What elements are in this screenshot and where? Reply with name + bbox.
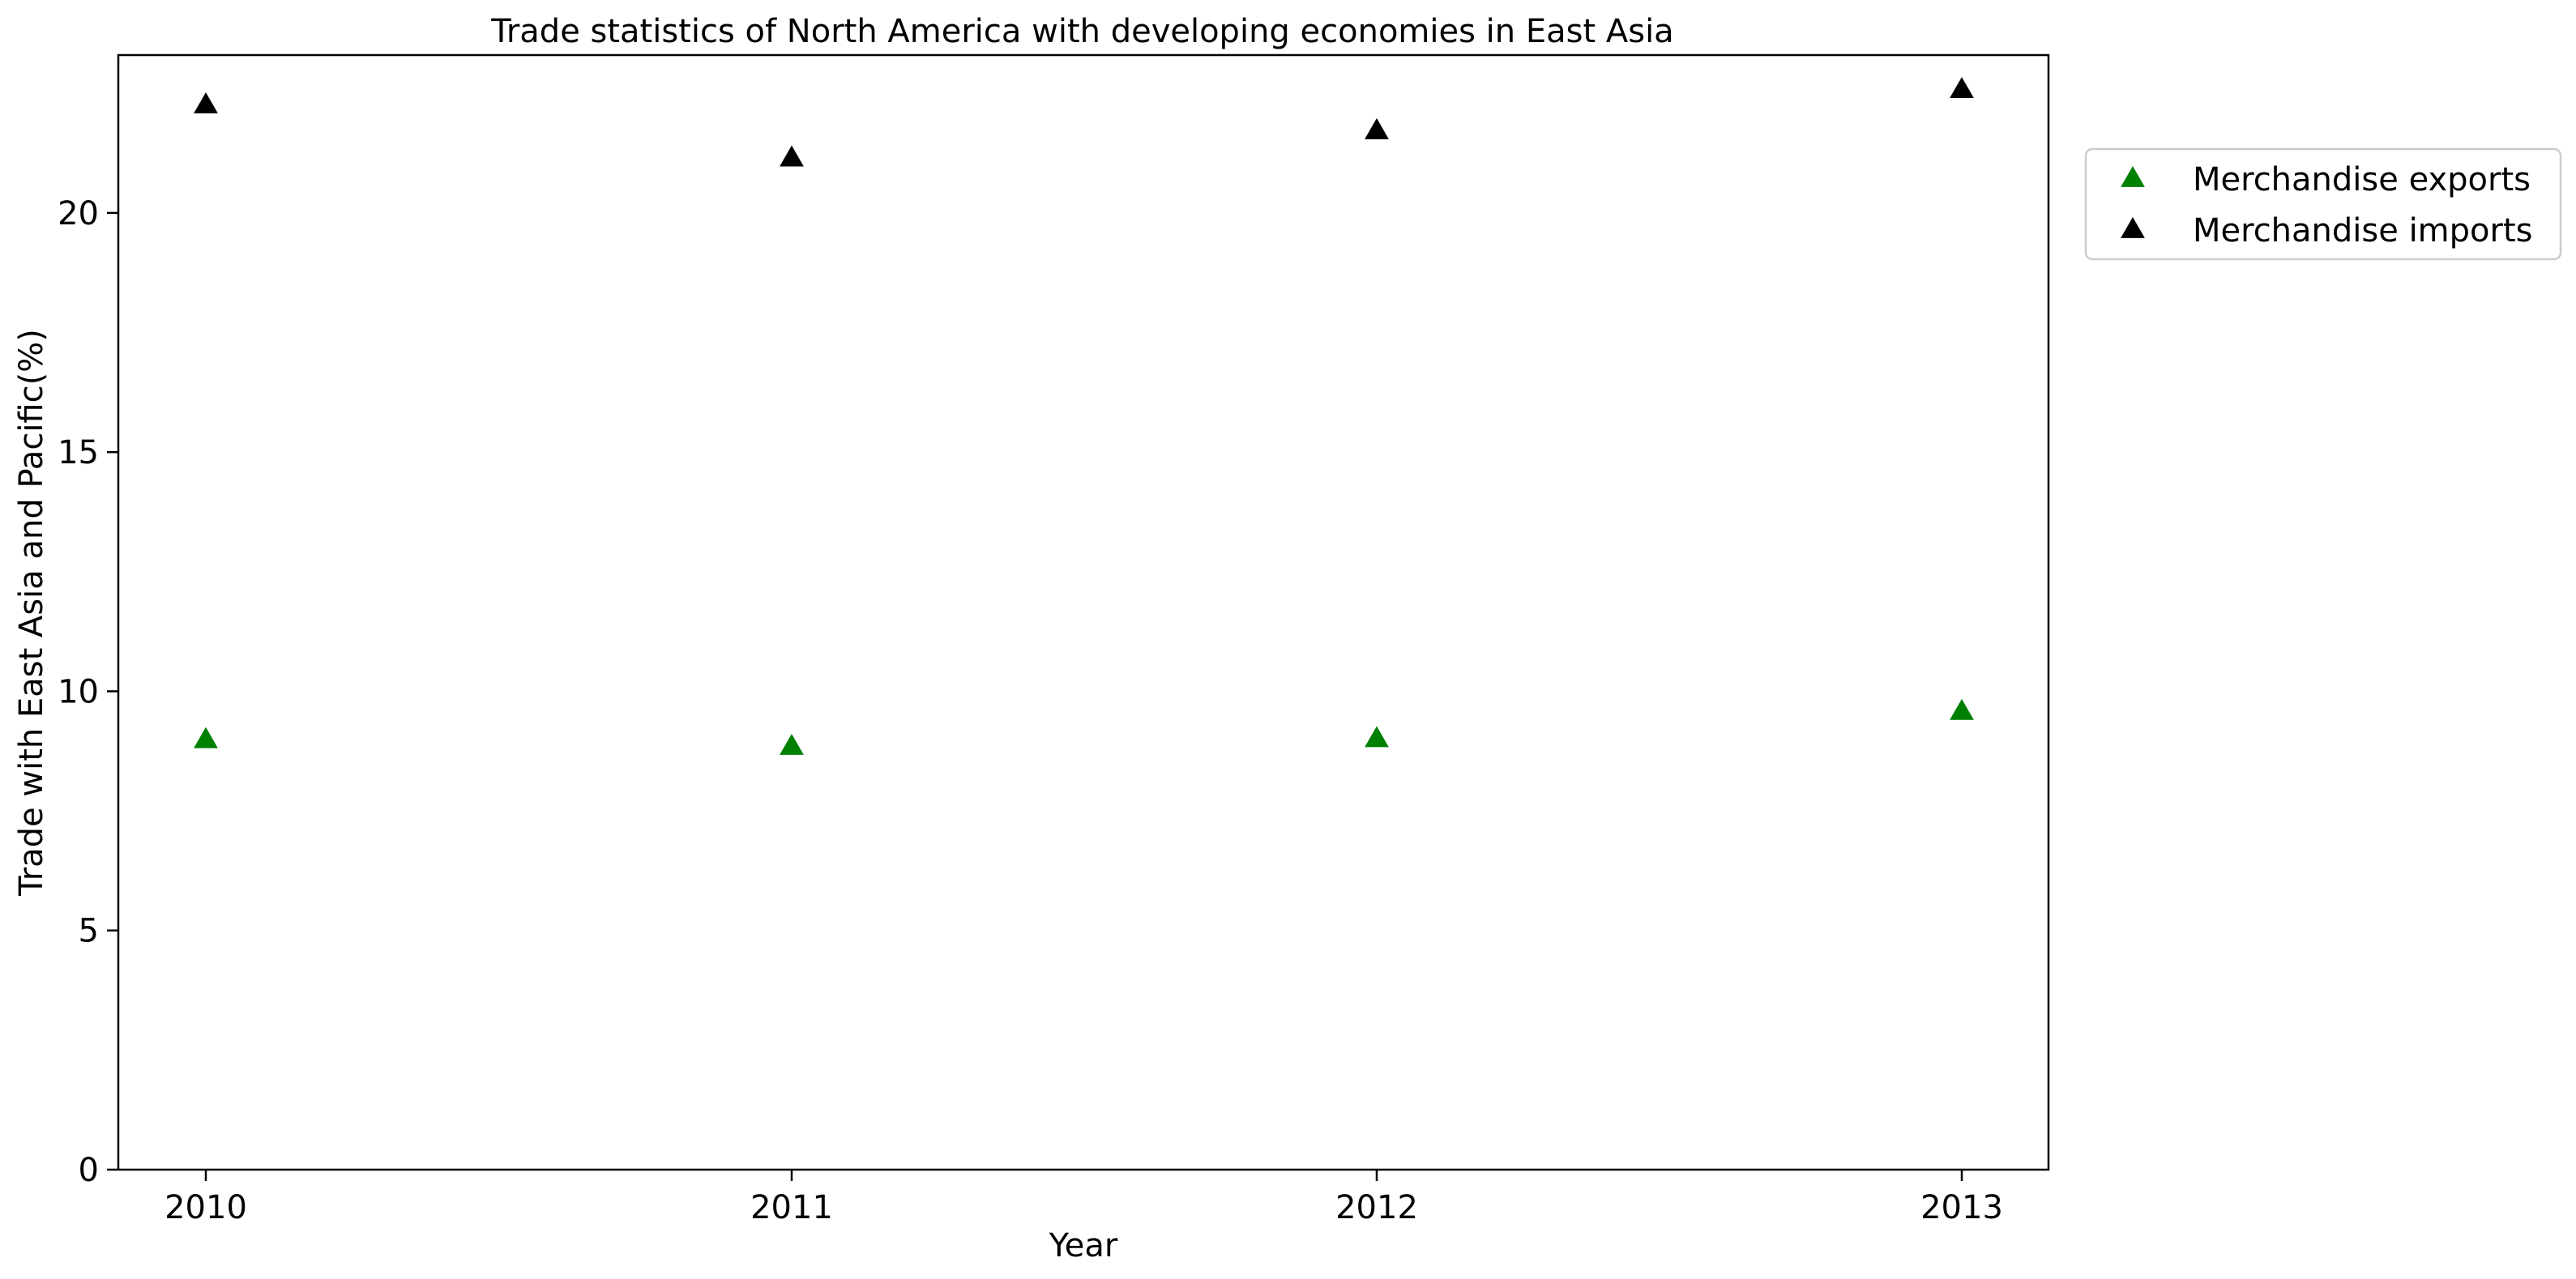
import-point-2012 [1365,117,1389,139]
x-tick-label: 2012 [1335,1189,1418,1226]
y-axis-label: Trade with East Asia and Pacific(%) [13,329,50,897]
y-axis: 0 5 10 15 20 [58,195,118,1189]
import-point-2013 [1950,77,1974,99]
x-tick-label: 2011 [750,1189,833,1226]
export-point-2010 [194,727,218,748]
chart-title: Trade statistics of North America with d… [490,13,1673,50]
legend-marker-exports [2121,166,2145,187]
data-points [194,77,1974,755]
x-tick-label: 2010 [164,1189,247,1226]
y-tick-label: 0 [79,1152,99,1189]
x-tick-label: 2013 [1920,1189,2003,1226]
legend: Merchandise exports Merchandise imports [2084,147,2562,261]
export-point-2011 [780,733,804,755]
y-tick-label: 15 [58,434,99,471]
export-point-2013 [1950,698,1974,720]
x-axis-label: Year [1049,1227,1118,1264]
import-point-2011 [780,145,804,167]
y-tick-label: 20 [58,195,99,232]
x-axis: 2010 2011 2012 2013 [164,1170,2003,1226]
legend-marker-imports [2121,217,2145,238]
y-tick-label: 10 [58,673,99,710]
export-point-2012 [1365,726,1389,748]
y-tick-label: 5 [79,913,99,950]
import-point-2010 [194,92,218,113]
legend-label-imports: Merchandise imports [2193,212,2532,249]
plot-area [117,53,2050,1171]
legend-box [2084,147,2562,261]
legend-label-exports: Merchandise exports [2193,161,2531,198]
